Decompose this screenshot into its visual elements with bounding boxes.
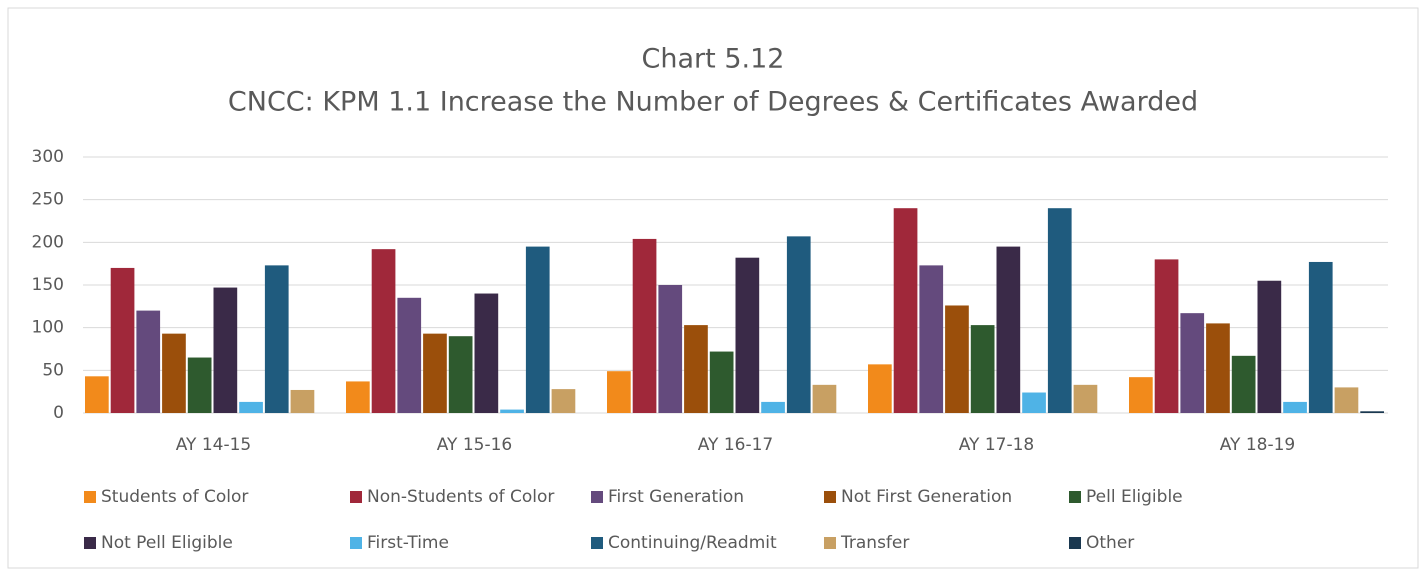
bar — [346, 381, 370, 413]
bar — [525, 246, 550, 413]
y-tick-label: 150 — [32, 275, 64, 295]
legend-swatch — [350, 491, 362, 503]
bar — [187, 357, 212, 413]
x-tick-label: AY 16-17 — [698, 435, 774, 455]
bar — [632, 238, 657, 413]
bar — [110, 267, 135, 413]
bar — [1231, 355, 1256, 413]
bar — [1283, 401, 1307, 413]
bar — [474, 293, 499, 413]
x-tick-label: AY 17-18 — [959, 435, 1035, 455]
x-tick-label: AY 15-16 — [437, 435, 513, 455]
bar — [1129, 377, 1153, 413]
legend-label: Students of Color — [101, 487, 248, 507]
bar — [448, 336, 473, 413]
bar — [239, 401, 263, 413]
y-tick-label: 200 — [32, 232, 64, 252]
legend-swatch — [591, 537, 603, 549]
legend-swatch — [591, 491, 603, 503]
chart-subtitle: CNCC: KPM 1.1 Increase the Number of Deg… — [228, 87, 1198, 118]
bar — [213, 287, 238, 413]
bar — [970, 325, 995, 413]
y-tick-label: 0 — [53, 403, 64, 423]
legend-swatch — [1069, 537, 1081, 549]
legend-swatch — [824, 537, 836, 549]
bar — [786, 236, 811, 413]
bar — [1206, 323, 1230, 413]
bar — [761, 401, 785, 413]
y-tick-label: 50 — [42, 360, 64, 380]
bar — [812, 384, 837, 413]
y-tick-label: 300 — [32, 147, 64, 167]
legend-label: Other — [1086, 533, 1134, 553]
bar — [945, 305, 969, 413]
bar — [868, 364, 892, 413]
bar — [264, 265, 289, 413]
legend-label: Not First Generation — [841, 487, 1012, 507]
legend-label: First Generation — [608, 487, 744, 507]
bar — [1334, 387, 1359, 413]
bar — [290, 389, 315, 413]
bar — [551, 389, 576, 413]
bar — [996, 246, 1021, 413]
chart-title: Chart 5.12 — [642, 44, 785, 75]
legend-label: Non-Students of Color — [367, 487, 554, 507]
bar — [1073, 384, 1098, 413]
bar — [735, 257, 760, 413]
legend-swatch — [350, 537, 362, 549]
legend-swatch — [1069, 491, 1081, 503]
bar — [684, 325, 708, 413]
bar — [1360, 411, 1384, 413]
bar — [500, 409, 524, 413]
bar — [162, 333, 186, 413]
legend-swatch — [84, 537, 96, 549]
chart-frame — [7, 7, 1419, 569]
bar — [1308, 261, 1333, 413]
legend-label: Not Pell Eligible — [101, 533, 233, 553]
bar — [709, 351, 734, 413]
bar — [423, 333, 447, 413]
legend-label: Continuing/Readmit — [608, 533, 777, 553]
legend-swatch — [824, 491, 836, 503]
y-tick-label: 100 — [32, 318, 64, 338]
bar — [1154, 259, 1179, 413]
y-tick-label: 250 — [32, 190, 64, 210]
bar — [371, 249, 396, 413]
bar — [1022, 392, 1046, 413]
x-tick-label: AY 14-15 — [176, 435, 252, 455]
bar — [607, 371, 631, 413]
bar — [397, 297, 422, 413]
legend-label: First-Time — [367, 533, 449, 553]
legend-label: Transfer — [840, 533, 909, 553]
bar — [85, 376, 109, 413]
legend-swatch — [84, 491, 96, 503]
bar — [893, 208, 918, 413]
bar — [658, 285, 683, 413]
bar — [136, 310, 161, 413]
bar — [1047, 208, 1072, 413]
x-tick-label: AY 18-19 — [1220, 435, 1296, 455]
legend-label: Pell Eligible — [1086, 487, 1183, 507]
bar — [1257, 280, 1282, 413]
bar — [919, 265, 944, 413]
bar — [1180, 313, 1205, 413]
